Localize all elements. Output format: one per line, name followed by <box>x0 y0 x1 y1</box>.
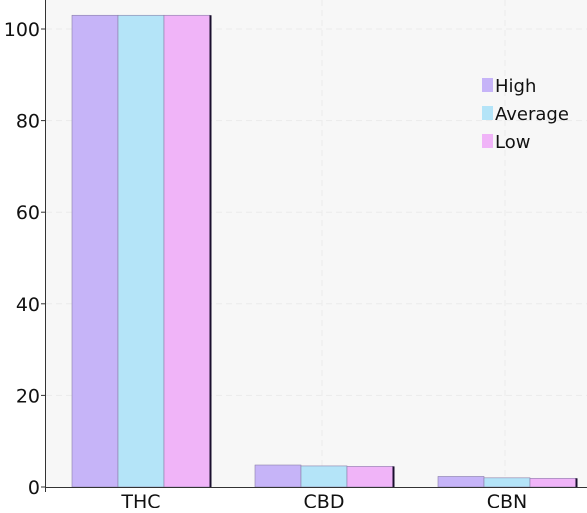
legend-label-low: Low <box>495 132 530 153</box>
y-axis-ticks: 0 20 40 60 80 100 <box>4 19 46 499</box>
y-tick-label: 0 <box>28 477 40 499</box>
bar-thc-low <box>163 14 211 488</box>
bar-cbn-high <box>437 476 485 488</box>
bar-cbd-high <box>254 464 302 488</box>
legend-label-high: High <box>495 76 536 97</box>
y-tick-label: 20 <box>16 385 40 407</box>
bar-cbd-average <box>300 465 348 488</box>
bar-cbn-average <box>483 477 531 488</box>
bar-cbn-low <box>529 477 577 488</box>
legend-swatch-average <box>482 106 493 120</box>
x-category-label: CBD <box>304 491 345 508</box>
x-category-label: CBN <box>487 491 528 508</box>
y-tick-label: 100 <box>4 19 40 41</box>
bar-cbd-low <box>346 466 394 488</box>
y-tick-label: 80 <box>16 111 40 133</box>
legend: High Average Low <box>482 76 569 153</box>
legend-swatch-low <box>482 134 493 148</box>
legend-label-average: Average <box>495 104 569 125</box>
x-category-label: THC <box>120 491 160 508</box>
y-tick-label: 60 <box>16 202 40 224</box>
bar-thc-high <box>71 14 119 488</box>
bar-thc-average <box>117 14 165 488</box>
x-axis-labels: THC CBD CBN <box>120 491 528 513</box>
y-tick-label: 40 <box>16 294 40 316</box>
legend-swatch-high <box>482 78 493 92</box>
